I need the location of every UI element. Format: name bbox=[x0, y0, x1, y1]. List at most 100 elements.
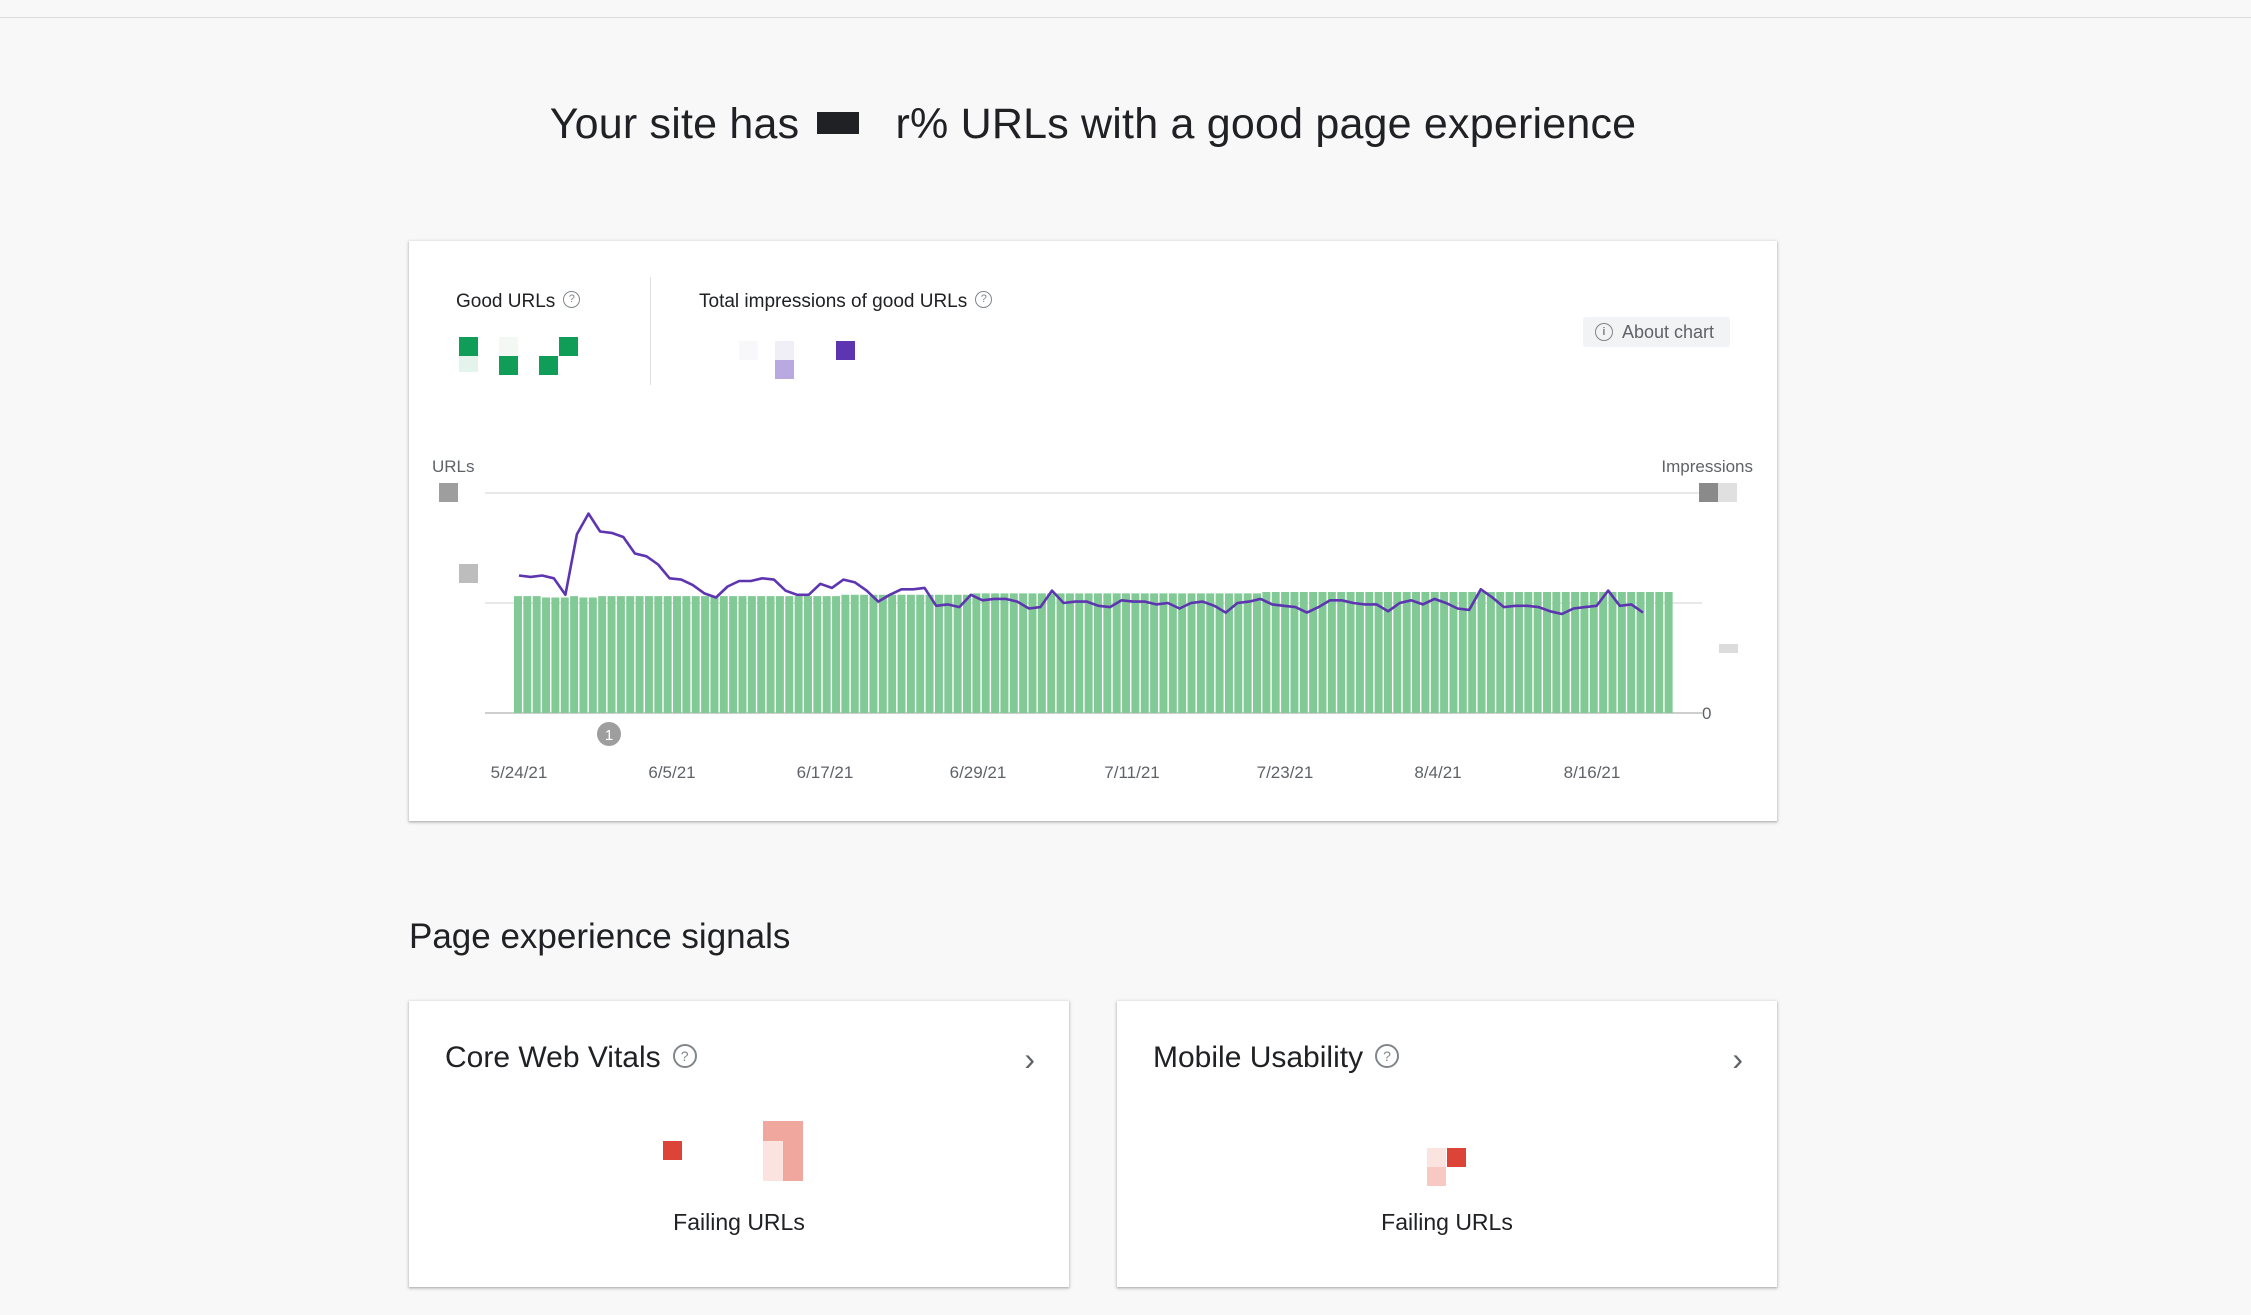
good-urls-bar[interactable] bbox=[710, 596, 719, 713]
good-urls-bar[interactable] bbox=[1215, 593, 1224, 713]
good-urls-bar[interactable] bbox=[906, 594, 915, 713]
good-urls-bar[interactable] bbox=[1234, 593, 1243, 713]
impressions-line[interactable] bbox=[518, 512, 1644, 616]
good-urls-bar[interactable] bbox=[785, 596, 794, 713]
good-urls-bar[interactable] bbox=[1075, 593, 1084, 713]
good-urls-bar[interactable] bbox=[775, 596, 784, 713]
good-urls-bar[interactable] bbox=[1047, 593, 1056, 713]
good-urls-bar[interactable] bbox=[1290, 592, 1299, 713]
good-urls-bar[interactable] bbox=[813, 596, 822, 713]
good-urls-bar[interactable] bbox=[682, 596, 691, 713]
good-urls-bar[interactable] bbox=[1019, 593, 1028, 713]
good-urls-bar[interactable] bbox=[869, 594, 878, 713]
good-urls-bar[interactable] bbox=[1524, 592, 1533, 713]
good-urls-bar[interactable] bbox=[1599, 592, 1608, 713]
good-urls-bar[interactable] bbox=[1084, 593, 1093, 713]
good-urls-bar[interactable] bbox=[1627, 592, 1636, 713]
good-urls-bar[interactable] bbox=[1271, 592, 1280, 713]
good-urls-bar[interactable] bbox=[1533, 592, 1542, 713]
good-urls-bar[interactable] bbox=[878, 594, 887, 713]
good-urls-bar[interactable] bbox=[747, 596, 756, 713]
good-urls-bar[interactable] bbox=[691, 596, 700, 713]
good-urls-bar[interactable] bbox=[701, 596, 710, 713]
good-urls-bar[interactable] bbox=[738, 596, 747, 713]
good-urls-bar[interactable] bbox=[579, 597, 588, 714]
good-urls-bar[interactable] bbox=[944, 594, 953, 713]
annotation-marker[interactable] bbox=[597, 722, 621, 746]
good-urls-bar[interactable] bbox=[897, 594, 906, 713]
good-urls-bar[interactable] bbox=[1131, 593, 1140, 713]
good-urls-bar[interactable] bbox=[822, 596, 831, 713]
good-urls-bar[interactable] bbox=[860, 594, 869, 713]
good-urls-bar[interactable] bbox=[1636, 592, 1645, 713]
good-urls-bar[interactable] bbox=[1037, 593, 1046, 713]
good-urls-bar[interactable] bbox=[1486, 592, 1495, 713]
good-urls-bar[interactable] bbox=[1440, 592, 1449, 713]
help-icon[interactable]: ? bbox=[672, 1044, 697, 1069]
good-urls-bar[interactable] bbox=[1664, 592, 1673, 713]
chevron-right-icon[interactable]: › bbox=[1024, 1041, 1035, 1077]
good-urls-bar[interactable] bbox=[1243, 593, 1252, 713]
good-urls-bar[interactable] bbox=[514, 596, 522, 713]
good-urls-bar[interactable] bbox=[1561, 592, 1570, 713]
good-urls-bar[interactable] bbox=[1589, 592, 1598, 713]
good-urls-bar[interactable] bbox=[804, 596, 812, 713]
good-urls-bar[interactable] bbox=[1571, 592, 1580, 713]
good-urls-bar[interactable] bbox=[794, 596, 803, 713]
good-urls-bar[interactable] bbox=[850, 594, 859, 713]
good-urls-bar[interactable] bbox=[1122, 593, 1131, 713]
good-urls-bar[interactable] bbox=[1449, 592, 1458, 713]
impressions-metric[interactable]: Total impressions of good URLs? bbox=[699, 291, 993, 313]
good-urls-bar[interactable] bbox=[1281, 592, 1290, 713]
good-urls-bar[interactable] bbox=[925, 594, 934, 713]
good-urls-bar[interactable] bbox=[1065, 593, 1074, 713]
chart-plot[interactable]: 0 1 5/24/21 6/5/21 6/17/21 6/29/21 7/11/21 7/23… bbox=[409, 241, 1777, 821]
good-urls-bar[interactable] bbox=[523, 596, 532, 713]
good-urls-bar[interactable] bbox=[1196, 593, 1205, 713]
good-urls-bar[interactable] bbox=[1477, 592, 1486, 713]
good-urls-bar[interactable] bbox=[1000, 593, 1009, 713]
good-urls-bar[interactable] bbox=[729, 596, 738, 713]
good-urls-bar[interactable] bbox=[560, 597, 569, 714]
good-urls-bar[interactable] bbox=[1112, 593, 1121, 713]
good-urls-bar[interactable] bbox=[719, 596, 728, 713]
good-urls-bar[interactable] bbox=[663, 596, 672, 713]
good-urls-bar[interactable] bbox=[1262, 592, 1271, 713]
good-urls-bar[interactable] bbox=[1505, 592, 1514, 713]
good-urls-bar[interactable] bbox=[1384, 592, 1392, 713]
good-urls-bar[interactable] bbox=[757, 596, 766, 713]
good-urls-bar[interactable] bbox=[1159, 593, 1168, 713]
good-urls-bar[interactable] bbox=[1412, 592, 1421, 713]
good-urls-bar[interactable] bbox=[1318, 592, 1327, 713]
good-urls-bar[interactable] bbox=[1168, 593, 1177, 713]
help-icon[interactable]: ? bbox=[975, 291, 993, 309]
core-web-vitals-card[interactable]: Core Web Vitals? › Failing URLs bbox=[409, 1001, 1069, 1287]
good-urls-bar[interactable] bbox=[1645, 592, 1654, 713]
good-urls-bar[interactable] bbox=[1009, 593, 1018, 713]
good-urls-bar[interactable] bbox=[532, 596, 541, 713]
good-urls-bar[interactable] bbox=[1552, 592, 1561, 713]
good-urls-bar[interactable] bbox=[1458, 592, 1467, 713]
good-urls-bar[interactable] bbox=[1140, 593, 1149, 713]
good-urls-bar[interactable] bbox=[1028, 593, 1037, 713]
good-urls-bar[interactable] bbox=[1224, 593, 1233, 713]
good-urls-bar[interactable] bbox=[1365, 592, 1374, 713]
good-urls-bar[interactable] bbox=[934, 594, 943, 713]
good-urls-bar[interactable] bbox=[1393, 592, 1402, 713]
good-urls-bar[interactable] bbox=[673, 596, 681, 713]
good-urls-bar[interactable] bbox=[644, 596, 653, 713]
good-urls-bar[interactable] bbox=[1421, 592, 1430, 713]
good-urls-bar[interactable] bbox=[1337, 592, 1346, 713]
good-urls-bar[interactable] bbox=[551, 597, 560, 714]
good-urls-bar[interactable] bbox=[1187, 593, 1196, 713]
good-urls-bar[interactable] bbox=[832, 596, 841, 713]
good-urls-bar[interactable] bbox=[1327, 592, 1336, 713]
good-urls-bar[interactable] bbox=[841, 594, 850, 713]
good-urls-bar[interactable] bbox=[1430, 592, 1439, 713]
good-urls-bar[interactable] bbox=[991, 593, 1000, 713]
good-urls-bar[interactable] bbox=[1150, 593, 1159, 713]
good-urls-bar[interactable] bbox=[953, 594, 962, 713]
good-urls-bar[interactable] bbox=[1103, 593, 1112, 713]
good-urls-bar[interactable] bbox=[981, 593, 990, 713]
good-urls-metric[interactable]: Good URLs? bbox=[456, 291, 581, 313]
